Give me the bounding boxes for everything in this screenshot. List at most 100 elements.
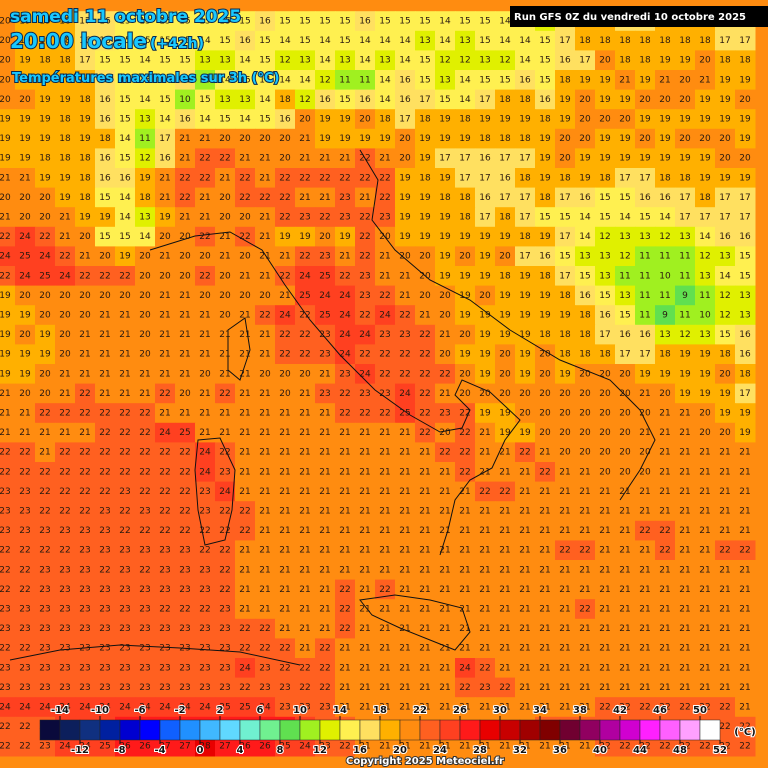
temperature-cell (535, 246, 556, 267)
temperature-value: 21 (559, 683, 570, 693)
temperature-value: 20 (39, 193, 51, 203)
temperature-value: 21 (539, 585, 550, 595)
temperature-cell (115, 11, 136, 32)
temperature-value: 21 (239, 350, 250, 360)
temperature-value: 11 (139, 134, 150, 144)
temperature-value: 21 (279, 428, 290, 438)
temperature-value: 20 (99, 291, 111, 301)
temperature-value: 21 (339, 565, 350, 575)
temperature-value: 21 (679, 663, 690, 673)
temperature-cell (215, 148, 236, 169)
temperature-cell (375, 109, 396, 130)
temperature-cell (195, 246, 216, 267)
temperature-value: 18 (79, 173, 91, 183)
colorbar-swatch (159, 719, 181, 741)
temperature-value: 20 (139, 350, 151, 360)
temperature-value: 22 (379, 409, 390, 419)
temperature-value: 21 (99, 389, 110, 399)
temperature-cell (635, 187, 656, 208)
temperature-cell (35, 89, 56, 110)
temperature-value: 21 (659, 467, 670, 477)
temperature-value: 19 (519, 369, 531, 379)
temperature-value: 19 (639, 154, 651, 164)
temperature-value: 24 (0, 703, 11, 713)
temperature-value: 21 (659, 428, 670, 438)
temperature-value: 21 (699, 507, 710, 517)
temperature-value: 20 (79, 311, 91, 321)
temperature-cell (435, 148, 456, 169)
temperature-cell (155, 266, 176, 287)
temperature-value: 22 (339, 389, 350, 399)
temperature-value: 19 (439, 213, 451, 223)
temperature-cell (375, 187, 396, 208)
temperature-value: 11 (339, 75, 350, 85)
temperature-cell (35, 109, 56, 130)
temperature-value: 21 (0, 428, 11, 438)
temperature-cell (15, 70, 36, 91)
temperature-cell (455, 70, 476, 91)
temperature-cell (175, 50, 196, 71)
temperature-value: 21 (399, 605, 410, 615)
temperature-value: 21 (519, 585, 530, 595)
temperature-value: 21 (559, 624, 570, 634)
temperature-value: 21 (619, 683, 630, 693)
temperature-cell (735, 187, 756, 208)
temperature-cell (375, 148, 396, 169)
temperature-value: 22 (139, 428, 150, 438)
temperature-value: 18 (519, 95, 531, 105)
temperature-value: 20 (639, 448, 651, 458)
temperature-cell (495, 168, 516, 189)
temperature-value: 16 (739, 232, 751, 242)
temperature-cell (195, 50, 216, 71)
temperature-value: 22 (39, 467, 50, 477)
temperature-value: 20 (679, 95, 691, 105)
temperature-value: 21 (119, 369, 130, 379)
temperature-cell (35, 30, 56, 51)
temperature-value: 21 (479, 507, 490, 517)
temperature-cell (75, 187, 96, 208)
temperature-value: 20 (19, 330, 31, 340)
temperature-value: 21 (479, 703, 490, 713)
temperature-cell (335, 285, 356, 306)
temperature-cell (495, 207, 516, 228)
temperature-cell (215, 285, 236, 306)
temperature-value: 21 (239, 565, 250, 575)
temperature-cell (695, 30, 716, 51)
temperature-value: 23 (139, 605, 150, 615)
temperature-cell (415, 246, 436, 267)
temperature-value: 22 (79, 467, 90, 477)
temperature-value: 19 (539, 291, 551, 301)
temperature-value: 17 (719, 36, 730, 46)
temperature-value: 13 (639, 232, 650, 242)
temperature-cell (155, 246, 176, 267)
temperature-value: 21 (419, 448, 430, 458)
temperature-cell (435, 89, 456, 110)
temperature-value: 19 (339, 232, 351, 242)
temperature-cell (335, 50, 356, 71)
temperature-value: 19 (499, 311, 511, 321)
temperature-value: 23 (199, 585, 210, 595)
temperature-cell (295, 89, 316, 110)
temperature-cell (735, 266, 756, 287)
temperature-cell (615, 207, 636, 228)
temperature-value: 15 (579, 271, 590, 281)
temperature-value: 23 (19, 683, 30, 693)
temperature-value: 21 (79, 428, 90, 438)
temperature-cell (335, 246, 356, 267)
temperature-value: 23 (99, 605, 110, 615)
temperature-value: 21 (519, 605, 530, 615)
temperature-value: 21 (439, 487, 450, 497)
temperature-cell (115, 109, 136, 130)
temperature-cell (335, 187, 356, 208)
temperature-value: 20 (559, 134, 571, 144)
temperature-cell (295, 148, 316, 169)
colorbar-label: 52 (713, 745, 727, 756)
temperature-value: 15 (299, 17, 310, 27)
temperature-value: 18 (499, 95, 511, 105)
temperature-value: 19 (19, 369, 31, 379)
temperature-cell (355, 266, 376, 287)
temperature-value: 21 (319, 409, 330, 419)
temperature-value: 19 (539, 232, 551, 242)
temperature-value: 13 (699, 271, 710, 281)
temperature-value: 21 (659, 624, 670, 634)
